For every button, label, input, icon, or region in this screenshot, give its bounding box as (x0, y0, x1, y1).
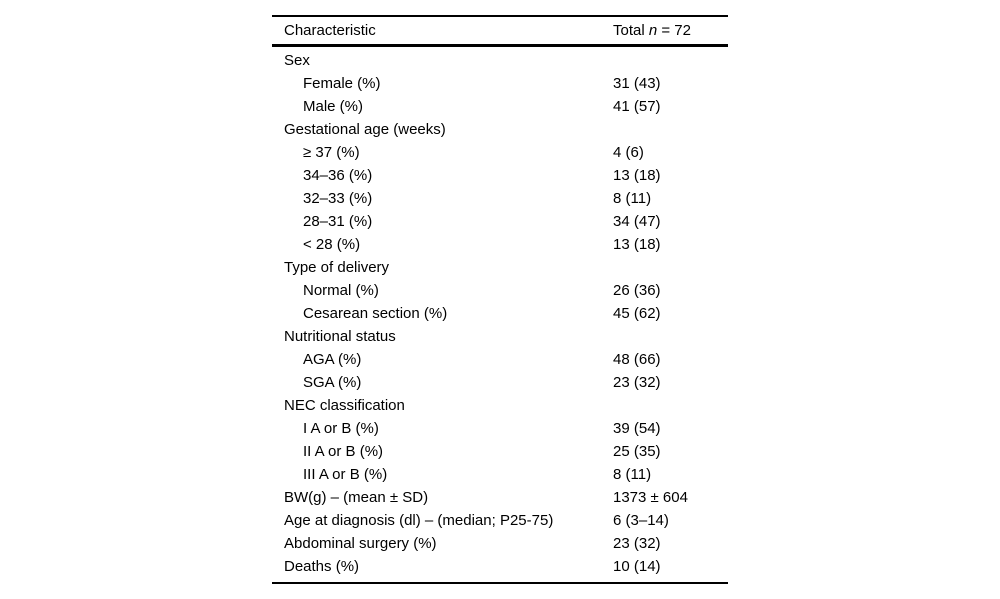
table-row: Nutritional status (272, 325, 728, 348)
row-label: < 28 (%) (303, 236, 361, 253)
row-label: 32–33 (%) (303, 190, 373, 207)
row-label: SGA (%) (303, 374, 362, 391)
row-label: Female (%) (303, 75, 381, 92)
n-symbol: n (648, 22, 658, 39)
row-label: ≥ 37 (%) (303, 144, 360, 161)
table-row: 28–31 (%) 34 (47) (272, 210, 728, 233)
row-value: 41 (57) (613, 98, 661, 115)
table-row: Male (%) 41 (57) (272, 95, 728, 118)
column-header-total: Total n = 72 (613, 23, 728, 38)
row-label: Abdominal surgery (%) (284, 535, 437, 552)
row-value: 4 (6) (613, 144, 644, 161)
row-label: Normal (%) (303, 282, 379, 299)
row-value: 45 (62) (613, 305, 661, 322)
table-row: AGA (%) 48 (66) (272, 348, 728, 371)
row-value: 13 (18) (613, 236, 661, 253)
row-label: Nutritional status (284, 328, 396, 345)
row-value: 8 (11) (613, 466, 652, 483)
total-label-prefix: Total (613, 22, 649, 39)
table-row: I A or B (%) 39 (54) (272, 417, 728, 440)
row-label: AGA (%) (303, 351, 362, 368)
row-value: 25 (35) (613, 443, 661, 460)
table-row: Deaths (%) 10 (14) (272, 555, 728, 578)
table-row: BW(g) – (mean ± SD) 1373 ± 604 (272, 486, 728, 509)
row-label: BW(g) – (mean ± SD) (284, 489, 429, 506)
table-row: II A or B (%) 25 (35) (272, 440, 728, 463)
row-label: 34–36 (%) (303, 167, 373, 184)
table-row: 32–33 (%) 8 (11) (272, 187, 728, 210)
row-label: Male (%) (303, 98, 364, 115)
row-value: 48 (66) (613, 351, 661, 368)
row-label: Cesarean section (%) (303, 305, 448, 322)
row-label: II A or B (%) (303, 443, 384, 460)
row-value: 34 (47) (613, 213, 661, 230)
table-row: Sex (272, 49, 728, 72)
row-label: Deaths (%) (284, 558, 360, 575)
row-value: 31 (43) (613, 75, 661, 92)
table-body: Sex Female (%) 31 (43) Male (%) 41 (57) Gesta… (272, 47, 728, 582)
table-header-row: Characteristic Total n = 72 (272, 17, 728, 47)
row-value: 23 (32) (613, 374, 661, 391)
row-label: 28–31 (%) (303, 213, 373, 230)
table-row: Female (%) 31 (43) (272, 72, 728, 95)
table-row: Type of delivery (272, 256, 728, 279)
table-row: Cesarean section (%) 45 (62) (272, 302, 728, 325)
table-row: Normal (%) 26 (36) (272, 279, 728, 302)
row-value: 39 (54) (613, 420, 661, 437)
table-row: Gestational age (weeks) (272, 118, 728, 141)
row-label: III A or B (%) (303, 466, 388, 483)
table-row: Abdominal surgery (%) 23 (32) (272, 532, 728, 555)
table-row: SGA (%) 23 (32) (272, 371, 728, 394)
row-label: Age at diagnosis (dl) – (median; P25-75) (284, 512, 554, 529)
table-row: III A or B (%) 8 (11) (272, 463, 728, 486)
row-value: 8 (11) (613, 190, 652, 207)
table-row: 34–36 (%) 13 (18) (272, 164, 728, 187)
total-label-suffix: = 72 (657, 22, 691, 39)
table-row: NEC classification (272, 394, 728, 417)
table-row: < 28 (%) 13 (18) (272, 233, 728, 256)
row-value: 1373 ± 604 (613, 489, 688, 506)
row-label: Type of delivery (284, 259, 390, 276)
row-label: Gestational age (weeks) (284, 121, 446, 138)
row-value: 6 (3–14) (613, 512, 669, 529)
row-label: I A or B (%) (303, 420, 379, 437)
row-label: Sex (284, 52, 310, 69)
row-value: 13 (18) (613, 167, 661, 184)
row-label: NEC classification (284, 397, 405, 414)
column-header-characteristic: Characteristic (284, 22, 376, 39)
table-row: ≥ 37 (%) 4 (6) (272, 141, 728, 164)
row-value: 10 (14) (613, 558, 661, 575)
table-row: Age at diagnosis (dl) – (median; P25-75)… (272, 509, 728, 532)
row-value: 26 (36) (613, 282, 661, 299)
characteristics-table: Characteristic Total n = 72 Sex Female (%… (272, 15, 728, 584)
row-value: 23 (32) (613, 535, 661, 552)
